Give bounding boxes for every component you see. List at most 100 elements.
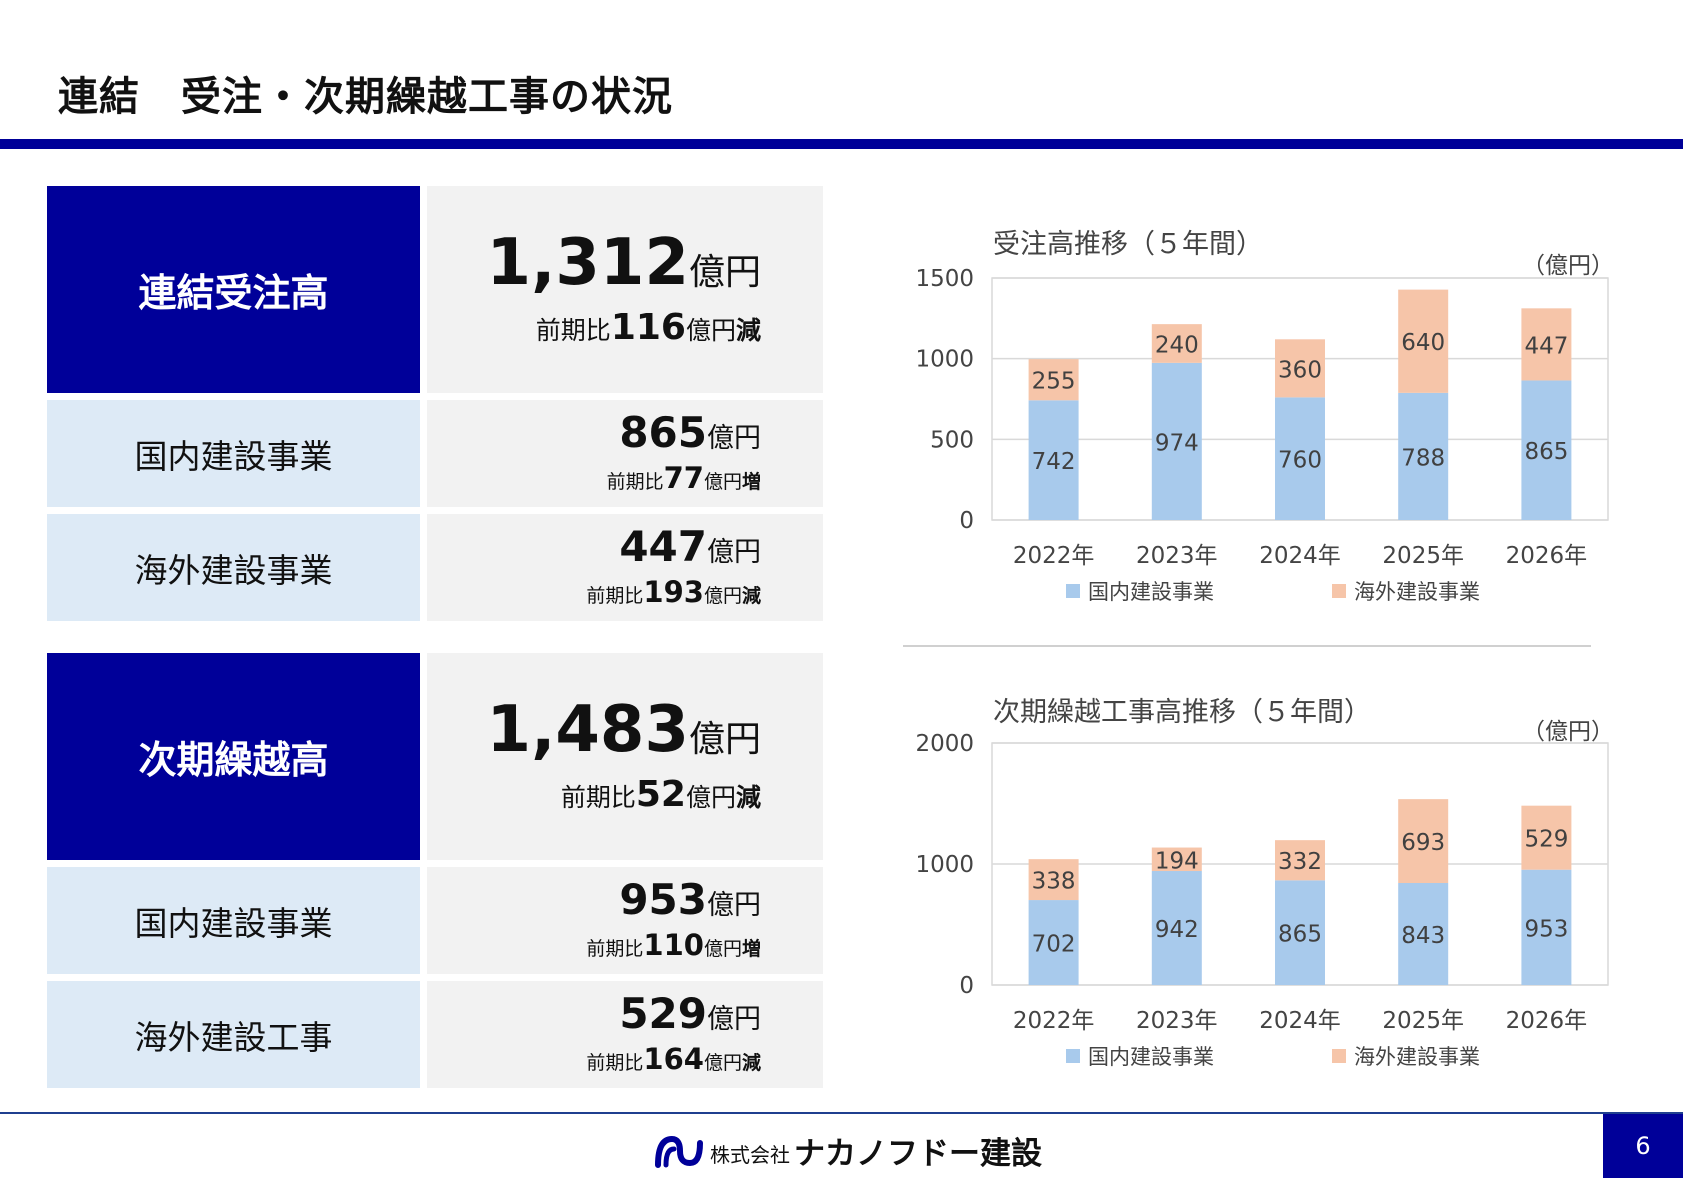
cmp-value: 116 bbox=[610, 307, 686, 348]
bar-segment bbox=[1275, 339, 1325, 398]
legend-swatch bbox=[1332, 1049, 1346, 1063]
x-tick-label: 2026年 bbox=[1506, 1008, 1588, 1034]
cmp-direction: 増 bbox=[741, 938, 761, 960]
cmp-prefix: 前期比 bbox=[535, 316, 611, 345]
cmp-direction: 増 bbox=[741, 471, 761, 493]
cmp-prefix: 前期比 bbox=[586, 585, 644, 607]
x-tick-label: 2022年 bbox=[1013, 1008, 1095, 1034]
bar-segment bbox=[1151, 324, 1202, 363]
backlog-total-unit: 億円 bbox=[688, 719, 761, 760]
bar-segment bbox=[1521, 380, 1572, 520]
y-tick-label: 0 bbox=[959, 973, 974, 999]
bar-segment bbox=[1151, 362, 1202, 520]
x-tick-label: 2023年 bbox=[1136, 1008, 1218, 1034]
data-label: 865 bbox=[1278, 922, 1322, 948]
orders-row-label: 海外建設事業 bbox=[47, 514, 420, 621]
cmp-unit: 億円 bbox=[703, 471, 742, 493]
data-label: 640 bbox=[1401, 330, 1445, 356]
row-unit: 億円 bbox=[707, 423, 761, 454]
y-tick-label: 1000 bbox=[915, 852, 974, 878]
chart-divider bbox=[903, 645, 1591, 647]
y-tick-label: 1500 bbox=[915, 266, 974, 292]
backlog-trend-chart: 0 1000 2000 702 338 2022年 942 194 2023年 865 332 202… bbox=[915, 731, 1609, 1069]
bar-segment bbox=[1521, 869, 1572, 985]
legend-label: 国内建設事業 bbox=[1088, 1045, 1214, 1069]
y-tick-label: 0 bbox=[959, 508, 974, 534]
x-tick-label: 2025年 bbox=[1382, 1008, 1464, 1034]
row-comparison: 前期比193億円減 bbox=[586, 575, 761, 609]
orders-chart-title: 受注高推移（５年間） bbox=[993, 229, 1263, 260]
y-tick-label: 2000 bbox=[915, 731, 974, 757]
cmp-prefix: 前期比 bbox=[586, 938, 644, 960]
cmp-value: 52 bbox=[635, 774, 686, 815]
footer-divider bbox=[0, 1112, 1683, 1114]
legend-label: 海外建設事業 bbox=[1354, 1045, 1480, 1069]
orders-total-value: 1,312 bbox=[486, 226, 689, 300]
bar-segment bbox=[1151, 847, 1202, 872]
page-number: 6 bbox=[1603, 1114, 1683, 1178]
row-unit: 億円 bbox=[707, 890, 761, 921]
cmp-prefix: 前期比 bbox=[560, 783, 636, 812]
cmp-direction: 減 bbox=[735, 316, 761, 345]
x-tick-label: 2023年 bbox=[1136, 543, 1218, 569]
cmp-direction: 減 bbox=[741, 1052, 761, 1074]
title-divider bbox=[0, 139, 1683, 149]
x-tick-label: 2024年 bbox=[1259, 1008, 1341, 1034]
data-label: 742 bbox=[1032, 449, 1076, 475]
data-label: 338 bbox=[1032, 869, 1076, 895]
orders-row-label: 国内建設事業 bbox=[47, 400, 420, 507]
backlog-total-value: 1,483 bbox=[486, 693, 689, 767]
bar-segment bbox=[1028, 859, 1079, 901]
data-label: 953 bbox=[1524, 916, 1568, 942]
orders-total-comparison: 前期比116億円減 bbox=[536, 307, 761, 348]
data-label: 529 bbox=[1524, 827, 1568, 853]
row-unit: 億円 bbox=[707, 537, 761, 568]
row-value: 953 bbox=[619, 875, 707, 924]
bar-segment bbox=[1398, 799, 1449, 883]
data-label: 760 bbox=[1278, 448, 1322, 474]
x-tick-label: 2025年 bbox=[1382, 543, 1464, 569]
backlog-total-panel: 1,483億円 前期比52億円減 bbox=[427, 653, 823, 860]
data-label: 240 bbox=[1155, 333, 1199, 359]
company-prefix: 株式会社 bbox=[710, 1143, 790, 1167]
data-label: 843 bbox=[1401, 923, 1445, 949]
row-value: 865 bbox=[619, 408, 707, 457]
x-tick-label: 2026年 bbox=[1506, 543, 1588, 569]
legend-swatch bbox=[1066, 1049, 1080, 1063]
backlog-chart-title: 次期繰越工事高推移（５年間） bbox=[993, 697, 1371, 728]
cmp-prefix: 前期比 bbox=[586, 1052, 644, 1074]
backlog-row-label: 国内建設事業 bbox=[47, 867, 420, 974]
cmp-unit: 億円 bbox=[703, 585, 742, 607]
row-unit: 億円 bbox=[707, 1004, 761, 1035]
legend-label: 海外建設事業 bbox=[1354, 580, 1480, 604]
x-tick-label: 2022年 bbox=[1013, 543, 1095, 569]
cmp-unit: 億円 bbox=[685, 783, 736, 812]
data-label: 332 bbox=[1278, 849, 1322, 875]
row-comparison: 前期比110億円増 bbox=[586, 928, 761, 962]
bar-segment bbox=[1275, 397, 1325, 520]
backlog-row-panel: 953億円 前期比110億円増 bbox=[427, 867, 823, 974]
orders-row-panel: 447億円 前期比193億円減 bbox=[427, 514, 823, 621]
page-title: 連結 受注・次期繰越工事の状況 bbox=[58, 74, 673, 120]
bar-segment bbox=[1275, 840, 1325, 881]
cmp-value: 77 bbox=[663, 461, 704, 495]
row-comparison: 前期比164億円減 bbox=[586, 1042, 761, 1076]
data-label: 942 bbox=[1155, 917, 1199, 943]
bar-segment bbox=[1521, 308, 1572, 381]
bar-segment bbox=[1398, 882, 1449, 985]
bar-segment bbox=[1398, 392, 1449, 520]
orders-chart-unit: （億円） bbox=[1522, 253, 1614, 279]
data-label: 788 bbox=[1401, 445, 1445, 471]
backlog-total-comparison: 前期比52億円減 bbox=[561, 774, 761, 815]
data-label: 702 bbox=[1032, 932, 1076, 958]
legend-label: 国内建設事業 bbox=[1088, 580, 1214, 604]
cmp-prefix: 前期比 bbox=[606, 471, 664, 493]
bar-segment bbox=[1028, 400, 1079, 520]
backlog-total-value-line: 1,483億円 bbox=[487, 698, 761, 762]
cmp-direction: 減 bbox=[735, 783, 761, 812]
cmp-value: 110 bbox=[643, 928, 704, 962]
y-tick-label: 1000 bbox=[915, 347, 974, 373]
orders-trend-chart: 0 500 1000 1500 742 255 2022年 974 240 2023年 760 360… bbox=[915, 266, 1609, 604]
bar-segment bbox=[1275, 880, 1325, 985]
bar-segment bbox=[1521, 805, 1572, 870]
